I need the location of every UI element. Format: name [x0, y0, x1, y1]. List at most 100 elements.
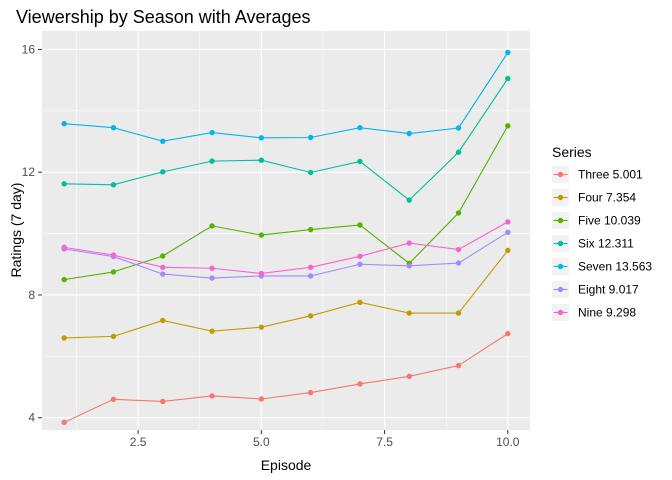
legend-key-point: [557, 240, 564, 247]
legend-item: Six 12.311: [552, 235, 634, 252]
data-point: [307, 264, 314, 271]
data-point: [258, 135, 265, 141]
legend-item: Nine 9.298: [552, 304, 636, 321]
data-point: [307, 273, 314, 279]
data-point: [406, 373, 412, 379]
legend-title: Series: [552, 144, 592, 160]
x-tick-label: 7.5: [376, 435, 393, 449]
series-line: [64, 78, 509, 201]
plot-panel: [42, 31, 530, 430]
data-point: [455, 260, 462, 266]
data-point: [406, 130, 412, 137]
legend-key-point: [557, 309, 564, 316]
data-point: [258, 396, 265, 402]
major-gridlines: [42, 31, 530, 430]
data-point: [505, 49, 511, 56]
data-point: [209, 328, 215, 334]
data-point: [160, 138, 166, 144]
data-point: [357, 253, 363, 259]
series-line: [64, 125, 509, 281]
data-point: [357, 299, 363, 306]
legend-key-point: [557, 286, 564, 293]
data-point: [209, 158, 215, 164]
legend-item: Four 7.354: [552, 189, 636, 206]
series-layer: [61, 49, 511, 426]
x-axis-title: Episode: [261, 457, 312, 473]
data-point: [455, 362, 462, 369]
data-point: [357, 124, 363, 131]
data-point: [307, 226, 314, 233]
data-point: [455, 210, 462, 216]
data-point: [505, 75, 511, 82]
series-line: [64, 231, 509, 279]
legend-key-point: [557, 217, 564, 224]
legend-key-point: [557, 263, 564, 270]
legend-key-point: [557, 194, 564, 201]
legend-label: Five 10.039: [578, 214, 641, 228]
y-axis: 4 8 12 16: [22, 42, 42, 425]
data-point: [455, 149, 462, 155]
data-point: [406, 240, 412, 246]
data-point: [258, 324, 265, 330]
data-point: [406, 263, 412, 269]
data-point: [160, 169, 166, 175]
data-point: [258, 232, 265, 238]
data-point: [307, 169, 314, 176]
data-point: [160, 253, 166, 259]
y-tick-label: 12: [22, 165, 36, 179]
data-point: [357, 222, 363, 228]
data-point: [160, 271, 166, 277]
data-point: [258, 157, 265, 163]
data-point: [110, 333, 117, 340]
data-point: [209, 223, 215, 229]
x-tick-label: 2.5: [130, 435, 147, 449]
data-point: [455, 310, 462, 316]
data-point: [209, 275, 215, 281]
minor-gridlines: [42, 31, 530, 430]
legend-item: Three 5.001: [552, 166, 643, 183]
data-point: [160, 264, 166, 271]
data-point: [61, 181, 67, 187]
data-point: [307, 313, 314, 319]
series-line: [64, 52, 509, 142]
legend-label: Seven 13.563: [578, 260, 652, 274]
data-point: [505, 247, 511, 254]
data-point: [406, 310, 412, 316]
series-line: [64, 250, 509, 339]
data-point: [209, 393, 215, 399]
data-point: [307, 134, 314, 141]
data-point: [61, 120, 67, 127]
x-axis: 2.5 5.0 7.5 10.0: [130, 430, 520, 449]
legend-item: Eight 9.017: [552, 281, 639, 298]
data-point: [357, 158, 363, 165]
series-6: [61, 219, 511, 277]
data-point: [110, 269, 117, 275]
data-point: [61, 335, 67, 341]
data-point: [110, 252, 117, 258]
y-tick-label: 8: [28, 288, 35, 302]
x-tick-label: 5.0: [253, 435, 270, 449]
data-point: [307, 389, 314, 396]
legend-item: Seven 13.563: [552, 258, 652, 275]
data-point: [357, 261, 363, 267]
data-point: [455, 125, 462, 131]
legend-label: Six 12.311: [578, 237, 634, 251]
y-axis-title: Ratings (7 day): [8, 183, 24, 278]
data-point: [357, 381, 363, 387]
series-0: [61, 330, 511, 426]
data-point: [160, 398, 166, 405]
series-1: [61, 247, 511, 341]
data-point: [61, 419, 67, 426]
data-point: [505, 229, 511, 236]
legend-label: Nine 9.298: [578, 306, 636, 320]
data-point: [258, 270, 265, 277]
y-tick-label: 16: [22, 42, 36, 56]
y-tick-label: 4: [28, 411, 35, 425]
data-point: [505, 123, 511, 129]
legend-key-point: [557, 171, 564, 178]
series-line: [63, 333, 509, 423]
data-point: [110, 124, 117, 131]
data-point: [110, 182, 117, 188]
legend-item: Five 10.039: [552, 212, 641, 229]
